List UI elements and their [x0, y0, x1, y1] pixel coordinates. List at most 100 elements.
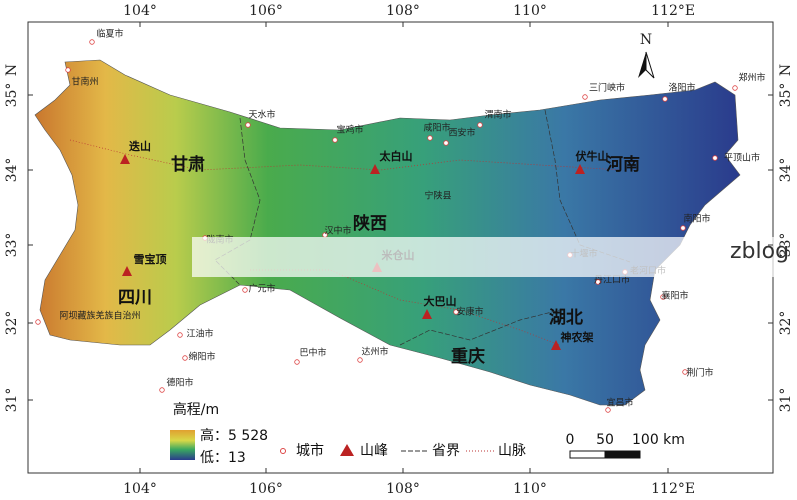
city-label: 达州市 — [361, 346, 388, 358]
east-label: E — [685, 481, 695, 497]
legend-high: 高：5 528 — [200, 427, 268, 444]
lat-label: 31° — [4, 388, 20, 413]
peak-symbol — [120, 154, 130, 164]
peak-symbol — [551, 340, 561, 350]
city-dot — [712, 155, 718, 161]
city-dot — [595, 279, 601, 285]
city-dot — [242, 287, 248, 293]
province-label: 河南 — [606, 154, 640, 175]
city-label: 宝鸡市 — [336, 124, 363, 136]
province-border — [399, 309, 561, 346]
city-label: 宜昌市 — [606, 397, 633, 409]
legend-peak: 山峰 — [360, 443, 388, 459]
legend-city: 城市 — [296, 442, 324, 459]
city-label: 安康市 — [456, 306, 483, 318]
peak-label: 大巴山 — [424, 294, 457, 308]
city-label: 天水市 — [248, 109, 275, 121]
lat-label: 33° — [4, 233, 20, 258]
scale-bar — [569, 450, 606, 459]
city-dot — [680, 225, 686, 231]
province-label: 甘肃 — [171, 154, 205, 175]
region — [34, 59, 741, 406]
lat-label: 34° — [778, 158, 794, 183]
north-label: N — [640, 32, 652, 48]
city-dot — [357, 357, 363, 363]
lon-label: 110° — [513, 481, 547, 497]
city-label: 绵阳市 — [188, 351, 215, 363]
north-arrow — [638, 51, 655, 79]
city-label: 平顶山市 — [724, 152, 760, 164]
city-dot — [732, 85, 738, 91]
city-dot — [35, 319, 41, 325]
lon-label: 112° — [651, 481, 685, 497]
city-dot — [332, 137, 338, 143]
city-dot — [294, 359, 300, 365]
lat-label: 32° — [778, 311, 794, 336]
lat-label: 35° — [4, 83, 20, 108]
city-label: 荆门市 — [686, 367, 713, 379]
mountain-line — [69, 139, 621, 171]
province-label: 湖北 — [549, 308, 583, 328]
city-label: 渭南市 — [484, 109, 511, 121]
province-label: 重庆 — [451, 346, 485, 367]
city-label: 襄阳市 — [661, 290, 688, 302]
city-dot — [660, 294, 666, 300]
north-label: N — [778, 64, 794, 76]
province-label: 四川 — [118, 288, 152, 308]
peak-symbol — [370, 164, 380, 174]
city-dot — [65, 67, 71, 73]
city-label: 西安市 — [448, 127, 475, 139]
city-label: 郑州市 — [738, 72, 765, 84]
lon-label: 112° — [651, 3, 685, 19]
city-label: 德阳市 — [166, 377, 193, 389]
city-dot — [177, 332, 183, 338]
east-label: E — [685, 3, 695, 19]
lat-label: 34° — [4, 158, 20, 183]
lat-label: 35° — [778, 83, 794, 108]
lat-label: 32° — [4, 311, 20, 336]
peak-label: 神农架 — [561, 330, 594, 344]
peak-label: 伏牛山 — [576, 149, 609, 163]
scale-label: 100 km — [632, 432, 685, 448]
city-label: 临夏市 — [96, 28, 123, 40]
legend-mountain: 山脉 — [498, 443, 526, 459]
city-dot — [427, 135, 433, 141]
scale-label: 0 — [566, 432, 575, 448]
city-label: 阿坝藏族羌族自治州 — [59, 310, 140, 322]
scale-bar — [604, 450, 641, 459]
city-dot — [582, 94, 588, 100]
lon-label: 108° — [386, 481, 420, 497]
legend-title: 高程/m — [173, 401, 219, 418]
lat-label: 33° — [778, 233, 794, 258]
peak-label: 迭山 — [129, 139, 151, 153]
lon-label: 106° — [249, 3, 283, 19]
peak-symbol — [122, 266, 132, 276]
peak-label: 雪宝顶 — [134, 252, 167, 266]
scale-label: 50 — [596, 432, 614, 448]
city-dot — [605, 407, 611, 413]
peak-symbol — [575, 164, 585, 174]
city-dot — [245, 122, 251, 128]
lon-label: 104° — [123, 481, 157, 497]
city-dot — [682, 369, 688, 375]
watermark-band — [192, 237, 797, 277]
city-label: 洛阳市 — [668, 82, 695, 94]
lon-label: 108° — [386, 3, 420, 19]
city-label: 巴中市 — [299, 347, 326, 359]
lat-label: 31° — [778, 388, 794, 413]
north-label: N — [4, 64, 20, 76]
city-label: 宁陕县 — [424, 190, 451, 202]
city-label: 江油市 — [186, 328, 213, 340]
city-label: 咸阳市 — [423, 122, 450, 134]
city-dot — [662, 96, 668, 102]
city-label: 汉中市 — [324, 225, 351, 237]
legend-gradient — [170, 430, 195, 460]
city-label: 甘南州 — [71, 76, 98, 88]
city-label: 广元市 — [248, 283, 275, 295]
city-label: 南阳市 — [683, 213, 710, 225]
city-dot — [89, 39, 95, 45]
province-label: 陕西 — [353, 213, 387, 234]
watermark: zblog — [730, 239, 789, 264]
legend-peak-symbol — [340, 444, 354, 456]
